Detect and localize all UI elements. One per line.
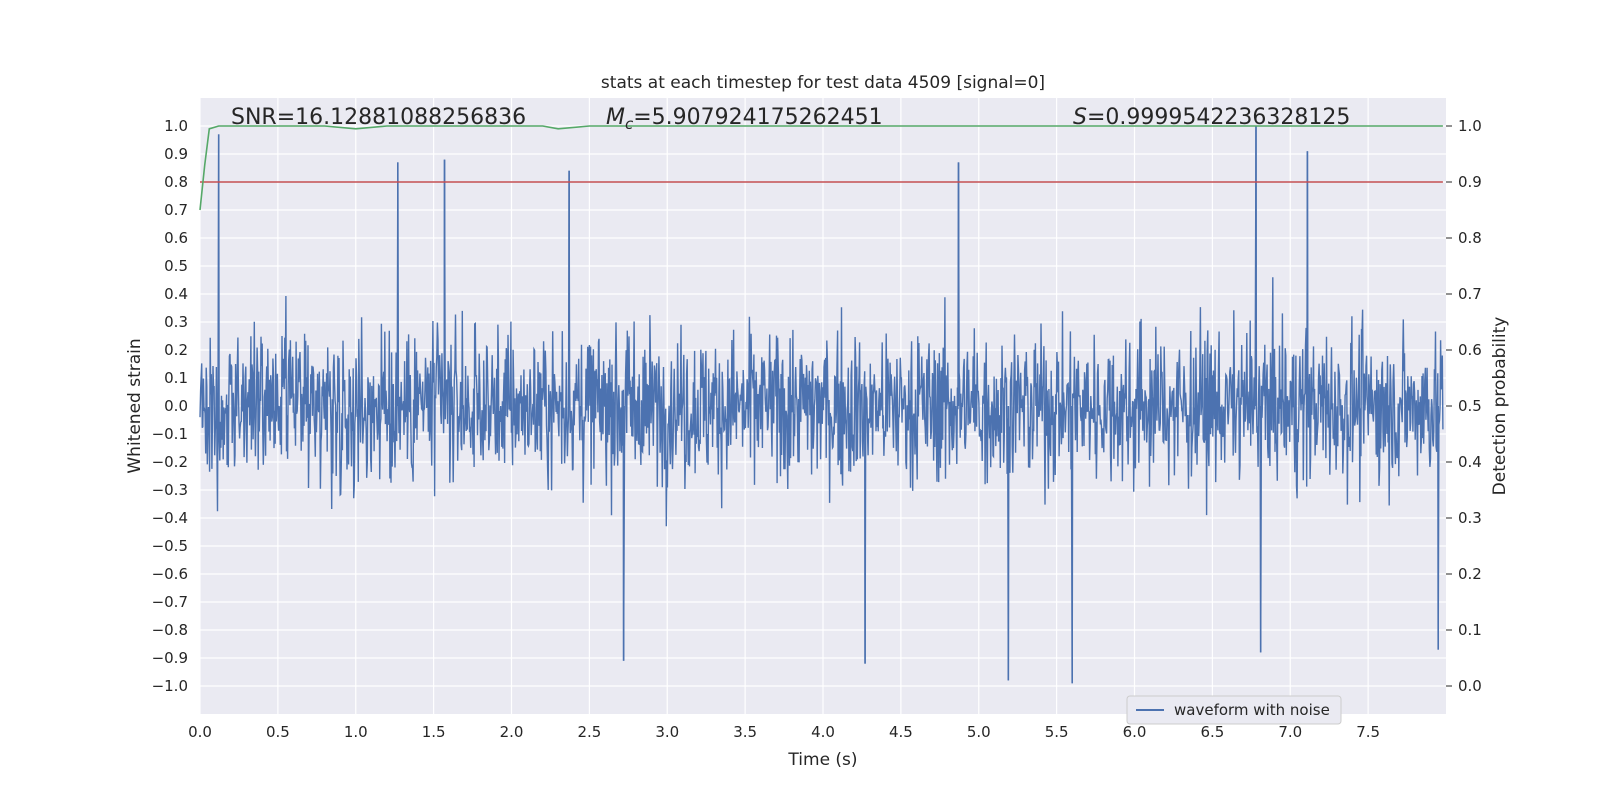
y-tick-label: 0.2 [164,341,188,359]
chart-title: stats at each timestep for test data 450… [601,73,1045,93]
y-tick-label: 0.3 [164,313,188,331]
x-tick-label: 4.5 [889,723,913,741]
y-tick-label: 0.1 [164,369,188,387]
y-tick-label: −0.4 [152,509,188,527]
y2-tick-label: 0.2 [1458,565,1482,583]
chirp-mass-annotation: Mc=5.907924175262451 [606,105,883,133]
y-tick-label: 1.0 [164,117,188,135]
x-tick-label: 2.0 [500,723,524,741]
x-tick-label: 7.0 [1278,723,1302,741]
snr-annotation: SNR=16.12881088256836 [231,105,526,130]
y-tick-label: 0.5 [164,257,188,275]
detection-probability-line [199,125,1443,211]
y2-tick-label: 1.0 [1458,117,1482,135]
y-tick-label: −0.5 [152,537,188,555]
score-value: =0.9999542236328125 [1087,105,1350,130]
chirp-mass-value: =5.907924175262451 [633,105,882,130]
x-tick-label: 5.5 [1045,723,1069,741]
y-tick-label: −0.8 [152,621,188,639]
probability-series [199,125,1443,211]
chirp-mass-symbol: M [606,105,625,130]
y2-tick-label: 0.0 [1458,677,1482,695]
x-tick-label: 2.5 [577,723,601,741]
y-tick-label: 0.9 [164,145,188,163]
legend: waveform with noise [1126,695,1342,725]
x-axis-label: Time (s) [787,750,857,770]
y-axis-label: Whitened strain [125,338,145,473]
y-tick-label: −0.6 [152,565,188,583]
y2-tick-label: 0.3 [1458,509,1482,527]
y-tick-label: −0.1 [152,425,188,443]
y2-axis-ticks: 1.0 0.9 0.8 0.7 0.6 0.5 0.4 0.3 0.2 0.1 0.0 [1446,117,1482,695]
y2-tick-label: 0.6 [1458,341,1482,359]
x-tick-label: 7.5 [1356,723,1380,741]
y2-tick-label: 0.5 [1458,397,1482,415]
y-tick-label: −0.7 [152,593,188,611]
x-tick-label: 4.0 [811,723,835,741]
waveform-line [199,125,1444,684]
x-tick-label: 6.5 [1200,723,1224,741]
score-symbol: S [1073,105,1087,130]
y-tick-label: −1.0 [152,677,188,695]
x-tick-label: 0.5 [266,723,290,741]
score-annotation: S=0.9999542236328125 [1073,105,1350,130]
waveform-series [199,125,1444,684]
x-tick-label: 1.0 [344,723,368,741]
y-tick-label: 0.8 [164,173,188,191]
x-tick-label: 0.0 [188,723,212,741]
x-tick-label: 5.0 [967,723,991,741]
y-axis-ticks: 1.0 0.9 0.8 0.7 0.6 0.5 0.4 0.3 0.2 0.1 0.0 −0.1 −0.… [152,117,188,695]
y-tick-label: 0.7 [164,201,188,219]
x-tick-label: 3.5 [733,723,757,741]
y-tick-label: 0.6 [164,229,188,247]
y2-tick-label: 0.8 [1458,229,1482,247]
y2-tick-label: 0.7 [1458,285,1482,303]
y2-axis-label: Detection probability [1490,317,1510,496]
legend-label: waveform with noise [1174,701,1330,719]
y2-tick-label: 0.1 [1458,621,1482,639]
y-tick-label: 0.4 [164,285,188,303]
y-tick-label: −0.2 [152,453,188,471]
y-tick-label: 0.0 [164,397,188,415]
y-tick-label: −0.3 [152,481,188,499]
chirp-mass-subscript: c [625,115,634,133]
x-tick-label: 1.5 [422,723,446,741]
y2-tick-label: 0.4 [1458,453,1482,471]
x-tick-label: 3.0 [655,723,679,741]
y-tick-label: −0.9 [152,649,188,667]
x-tick-label: 6.0 [1123,723,1147,741]
x-axis-ticks: 0.0 0.5 1.0 1.5 2.0 2.5 3.0 3.5 4.0 4.5 5.0 5.5 6.0 6… [188,723,1380,741]
legend-box [1126,695,1342,725]
y2-tick-label: 0.9 [1458,173,1482,191]
